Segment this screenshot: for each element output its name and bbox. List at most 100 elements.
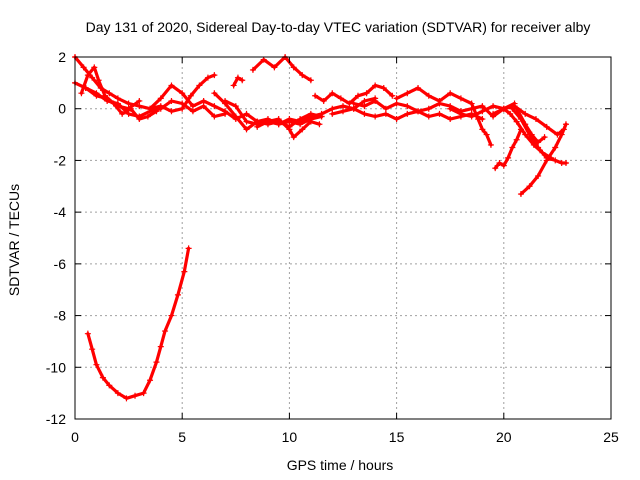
data-point bbox=[457, 95, 464, 102]
data-point bbox=[468, 113, 475, 120]
data-point bbox=[425, 92, 432, 99]
data-point bbox=[168, 312, 175, 319]
data-point bbox=[312, 92, 319, 99]
data-point bbox=[318, 110, 325, 117]
data-point bbox=[509, 144, 516, 151]
data-point bbox=[80, 64, 87, 71]
data-point bbox=[275, 116, 282, 123]
data-point bbox=[136, 103, 143, 110]
y-tick-label: 2 bbox=[58, 49, 66, 65]
y-tick-label: -4 bbox=[54, 204, 67, 220]
data-point bbox=[140, 390, 147, 397]
data-point bbox=[222, 97, 229, 104]
data-point bbox=[106, 90, 113, 97]
data-point bbox=[329, 90, 336, 97]
data-point bbox=[479, 108, 486, 115]
series-sat-i bbox=[249, 54, 314, 84]
data-point bbox=[468, 100, 475, 107]
data-point bbox=[380, 85, 387, 92]
data-point bbox=[382, 105, 389, 112]
data-point bbox=[290, 134, 297, 141]
data-point bbox=[162, 328, 169, 335]
y-tick-label: -6 bbox=[54, 256, 67, 272]
data-point bbox=[264, 118, 271, 125]
data-point bbox=[340, 103, 346, 110]
data-point bbox=[179, 100, 186, 107]
data-point bbox=[78, 90, 85, 97]
data-point bbox=[320, 97, 327, 104]
y-tick-label: -2 bbox=[54, 152, 67, 168]
data-point bbox=[234, 74, 241, 81]
data-point bbox=[189, 103, 196, 110]
data-point bbox=[168, 97, 175, 104]
data-point bbox=[106, 382, 113, 389]
data-point bbox=[144, 113, 151, 120]
data-point bbox=[532, 116, 539, 123]
data-point bbox=[361, 110, 368, 117]
data-point bbox=[522, 110, 529, 117]
data-point bbox=[232, 113, 239, 120]
data-point bbox=[558, 131, 565, 138]
data-point bbox=[552, 144, 559, 151]
data-point bbox=[260, 56, 267, 63]
data-point bbox=[174, 291, 181, 298]
data-point bbox=[382, 110, 389, 117]
data-point bbox=[490, 110, 497, 117]
data-point bbox=[457, 110, 464, 117]
data-point bbox=[404, 103, 411, 110]
x-tick-label: 10 bbox=[282, 429, 298, 445]
data-point bbox=[337, 95, 344, 102]
data-point bbox=[436, 97, 443, 104]
data-point bbox=[393, 116, 400, 123]
data-point bbox=[157, 105, 164, 112]
data-point bbox=[89, 346, 96, 353]
data-point bbox=[543, 123, 550, 130]
data-point bbox=[114, 390, 121, 397]
data-point bbox=[299, 72, 306, 79]
data-point bbox=[119, 110, 126, 117]
series-line bbox=[448, 104, 553, 160]
data-point bbox=[500, 105, 507, 112]
data-point bbox=[535, 144, 542, 151]
data-point bbox=[297, 118, 304, 125]
data-point bbox=[243, 118, 250, 125]
data-point bbox=[153, 359, 160, 366]
y-tick-label: -8 bbox=[54, 308, 67, 324]
data-point bbox=[517, 191, 524, 198]
data-point bbox=[355, 92, 362, 99]
data-point bbox=[415, 108, 422, 115]
data-point bbox=[543, 157, 550, 164]
data-point bbox=[393, 95, 400, 102]
data-point bbox=[254, 123, 261, 130]
data-point bbox=[125, 110, 132, 117]
data-point bbox=[307, 77, 314, 84]
data-point bbox=[316, 121, 323, 128]
series-sat-g bbox=[222, 97, 323, 141]
data-point bbox=[350, 105, 357, 112]
data-point bbox=[483, 131, 490, 138]
data-point bbox=[153, 108, 160, 115]
data-point bbox=[562, 160, 569, 167]
data-point bbox=[179, 105, 186, 112]
data-point bbox=[350, 100, 357, 107]
data-point bbox=[286, 116, 293, 123]
data-point bbox=[513, 118, 520, 125]
data-point bbox=[500, 162, 507, 169]
data-point bbox=[95, 77, 102, 84]
data-point bbox=[475, 116, 482, 123]
y-tick-label: -12 bbox=[46, 411, 66, 427]
data-point bbox=[239, 77, 246, 84]
data-point bbox=[99, 374, 106, 381]
y-tick-label: -10 bbox=[46, 359, 66, 375]
series-sat-t bbox=[513, 105, 548, 146]
data-point bbox=[517, 126, 524, 133]
series-sat-u bbox=[84, 245, 192, 402]
data-point bbox=[425, 105, 432, 112]
series-line bbox=[352, 99, 517, 119]
data-point bbox=[125, 100, 132, 107]
series-sat-q bbox=[492, 126, 524, 172]
x-tick-labels: 0 5 10 15 20 25 bbox=[71, 429, 619, 445]
data-point bbox=[204, 74, 211, 81]
data-point bbox=[436, 110, 443, 117]
data-point bbox=[299, 126, 306, 133]
